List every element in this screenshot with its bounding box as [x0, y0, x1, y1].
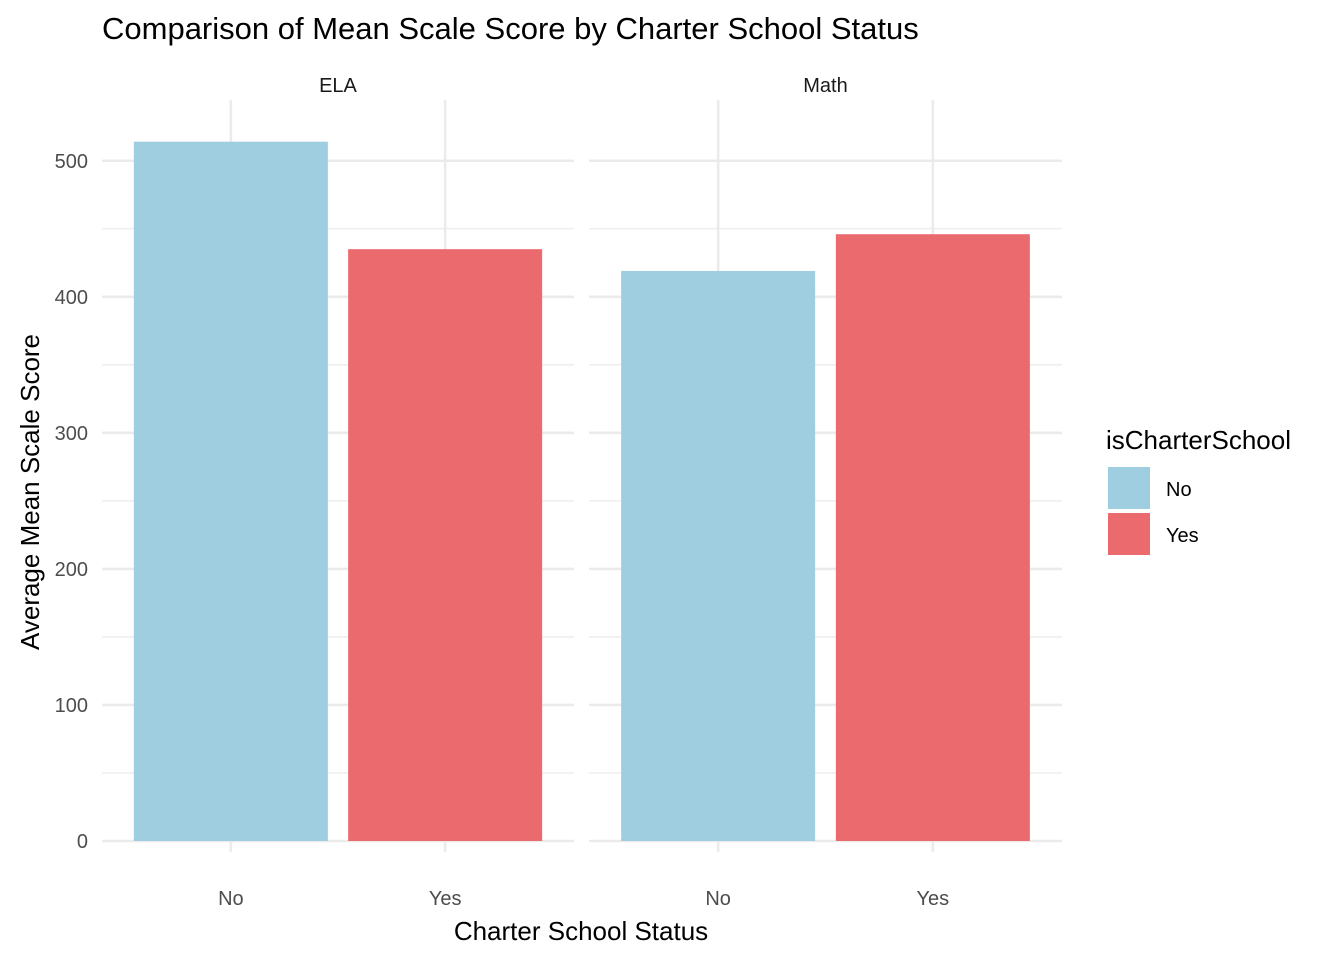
- bar-math-no: [621, 270, 816, 841]
- y-tick-label: 300: [55, 423, 88, 445]
- y-tick-label: 400: [55, 287, 88, 309]
- legend-key-no: [1108, 467, 1150, 509]
- facet-label: ELA: [319, 75, 357, 97]
- x-tick-label: No: [218, 888, 244, 910]
- y-tick-label: 0: [77, 831, 88, 853]
- x-tick-label: No: [705, 888, 731, 910]
- chart-title: Comparison of Mean Scale Score by Charte…: [102, 11, 919, 46]
- facet-label: Math: [803, 75, 847, 97]
- legend-label-yes: Yes: [1166, 525, 1199, 547]
- y-tick-label: 200: [55, 559, 88, 581]
- y-tick-label: 500: [55, 151, 88, 173]
- y-axis-title: Average Mean Scale Score: [15, 334, 45, 650]
- facet-panels: No Yes ELA No Yes Math: [102, 75, 1062, 910]
- facet-panel-math: No Yes Math: [589, 75, 1062, 910]
- legend-label-no: No: [1166, 479, 1192, 501]
- x-axis-title: Charter School Status: [454, 916, 708, 946]
- y-tick-label: 100: [55, 695, 88, 717]
- legend: isCharterSchool No Yes: [1106, 425, 1291, 555]
- legend-title: isCharterSchool: [1106, 425, 1291, 455]
- y-axis: 0 100 200 300 400 500: [55, 151, 88, 853]
- bar-math-yes: [835, 234, 1030, 842]
- bar-ela-no: [133, 141, 328, 841]
- x-tick-label: Yes: [917, 888, 950, 910]
- x-tick-label: Yes: [429, 888, 462, 910]
- legend-key-yes: [1108, 513, 1150, 555]
- facet-panel-ela: No Yes ELA: [102, 75, 574, 910]
- bar-ela-yes: [348, 249, 543, 841]
